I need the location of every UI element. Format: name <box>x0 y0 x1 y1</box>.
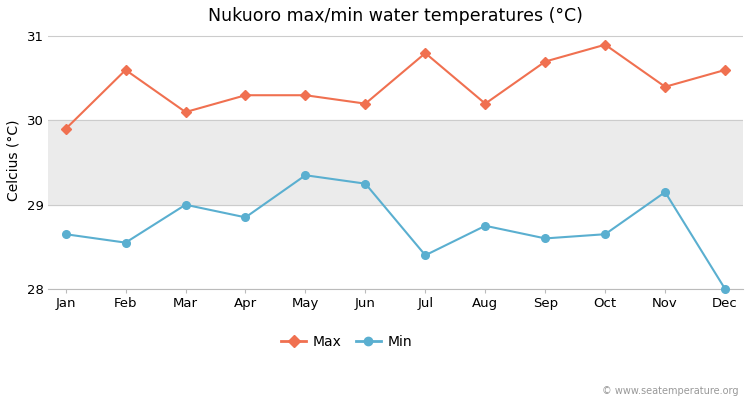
Y-axis label: Celcius (°C): Celcius (°C) <box>7 120 21 201</box>
Bar <box>48 120 743 205</box>
Legend: Max, Min: Max, Min <box>275 329 418 354</box>
Text: © www.seatemperature.org: © www.seatemperature.org <box>602 386 739 396</box>
Title: Nukuoro max/min water temperatures (°C): Nukuoro max/min water temperatures (°C) <box>208 7 583 25</box>
